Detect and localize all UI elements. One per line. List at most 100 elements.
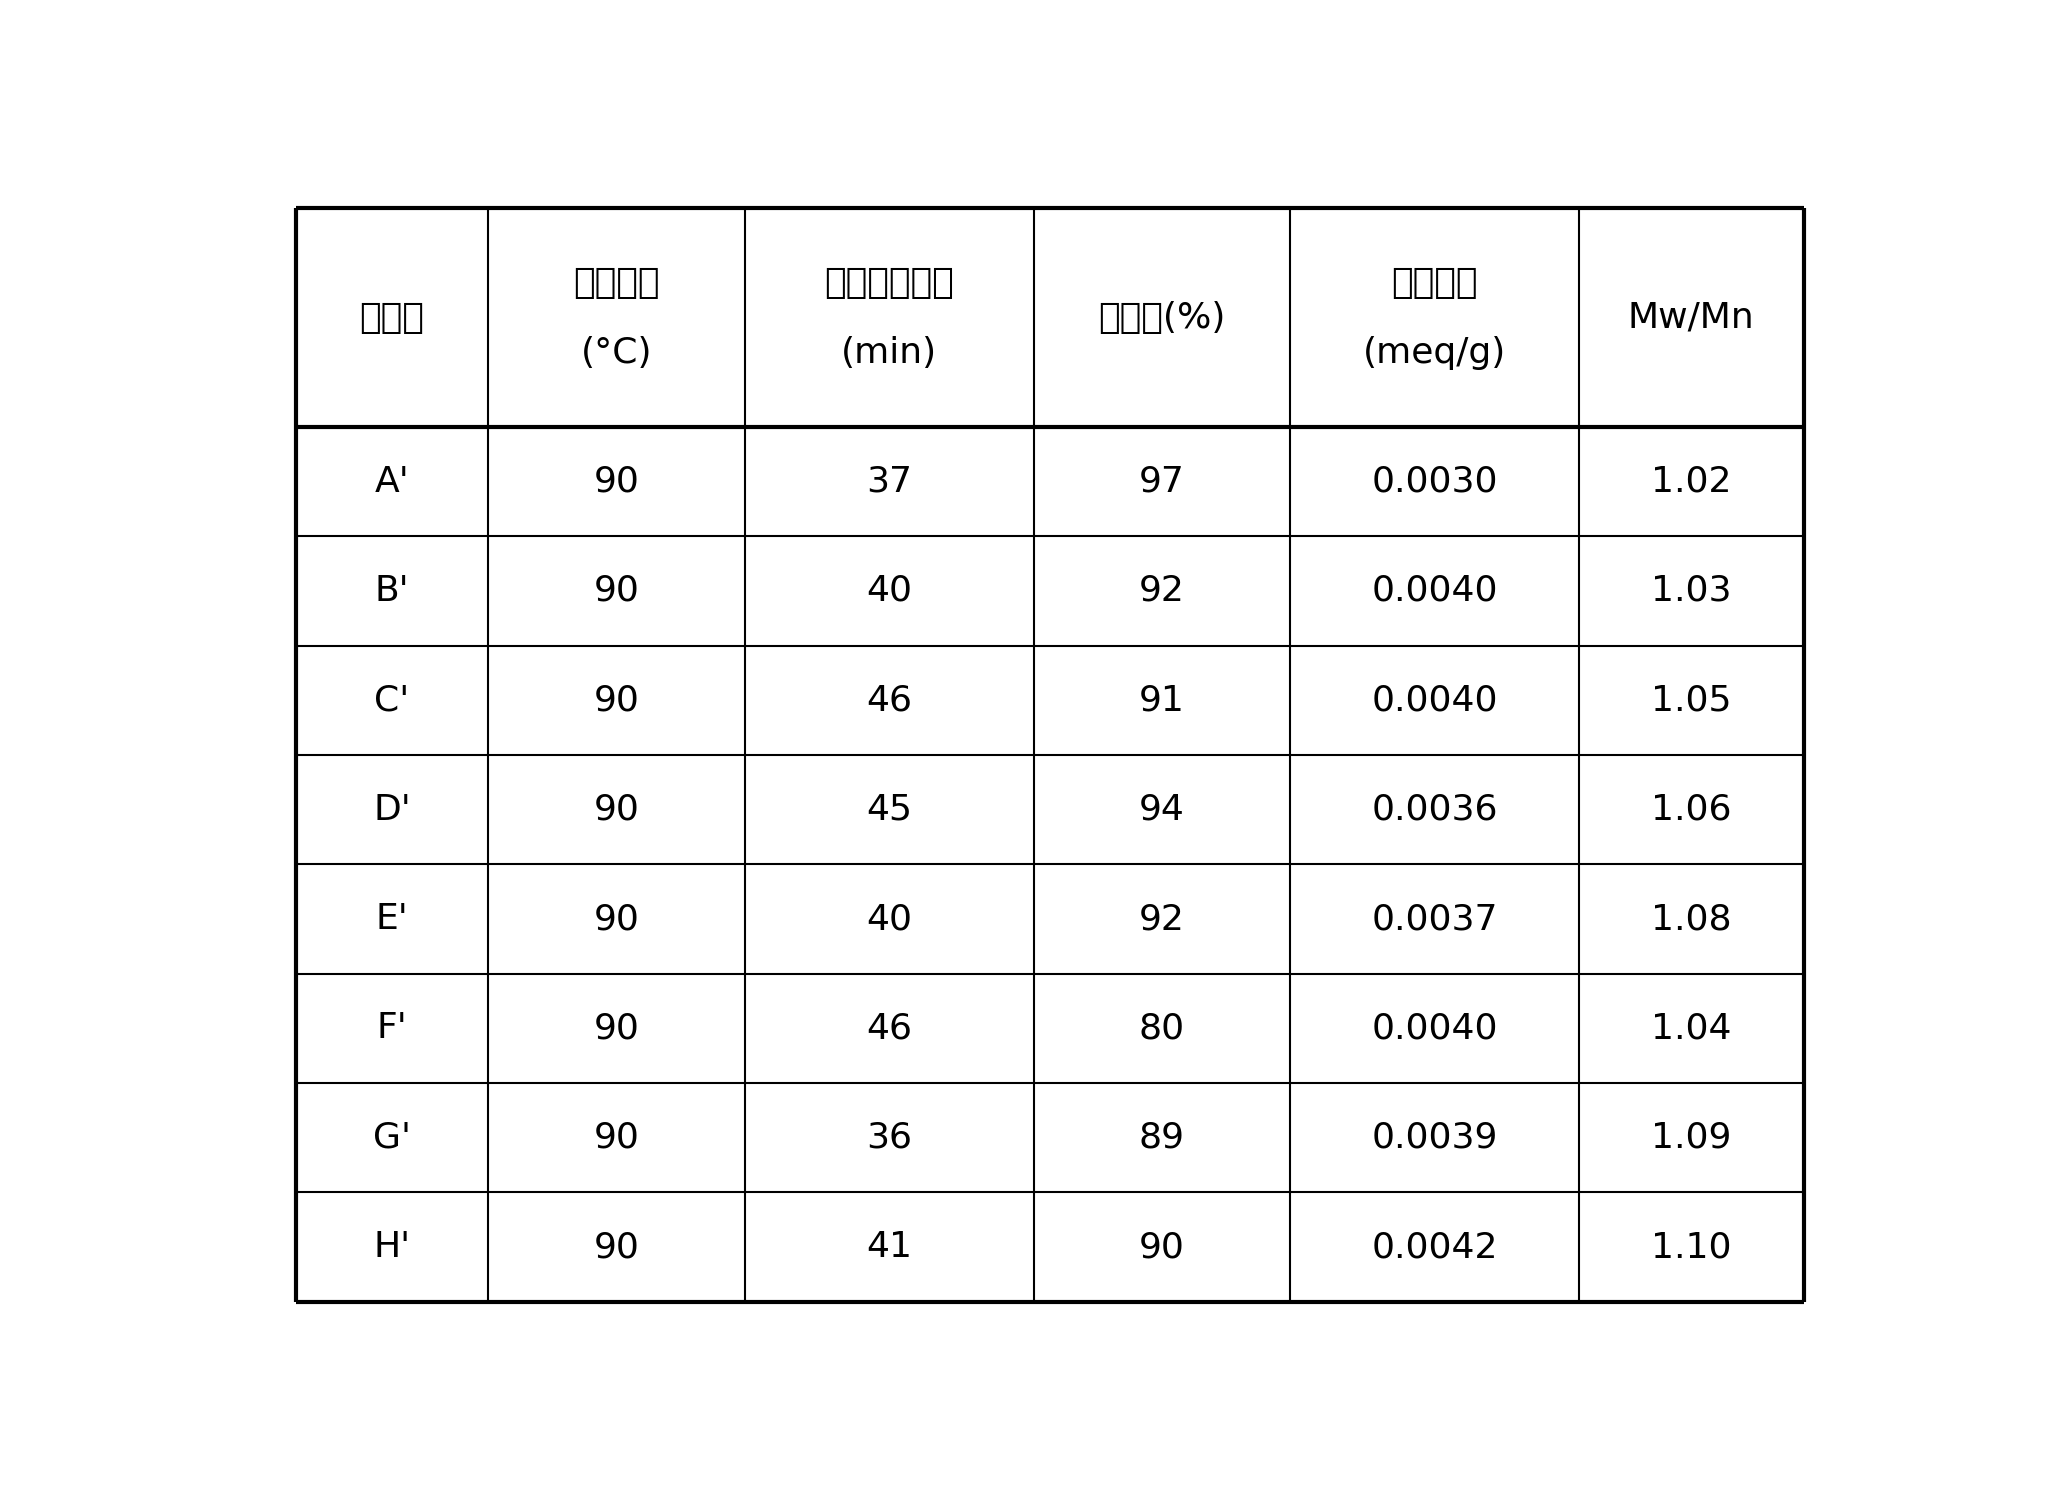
- Text: 90: 90: [594, 465, 639, 498]
- Text: 40: 40: [866, 574, 911, 608]
- Text: 0.0042: 0.0042: [1372, 1230, 1497, 1265]
- Text: A': A': [375, 465, 410, 498]
- Text: 46: 46: [866, 683, 911, 718]
- Text: 90: 90: [1139, 1230, 1186, 1265]
- Bar: [745, 973, 1034, 1082]
- Text: 1.10: 1.10: [1651, 1230, 1731, 1265]
- Text: (°C): (°C): [582, 335, 651, 369]
- Bar: [295, 755, 487, 864]
- Bar: [1034, 1193, 1290, 1302]
- Text: C': C': [375, 683, 410, 718]
- Text: 0.0040: 0.0040: [1372, 683, 1497, 718]
- Text: H': H': [373, 1230, 410, 1265]
- Text: 92: 92: [1139, 901, 1186, 936]
- Bar: [1579, 1082, 1804, 1193]
- Bar: [487, 646, 745, 755]
- Bar: [745, 755, 1034, 864]
- Text: 1.05: 1.05: [1651, 683, 1731, 718]
- Text: 1.08: 1.08: [1651, 901, 1731, 936]
- Bar: [1034, 755, 1290, 864]
- Text: 92: 92: [1139, 574, 1186, 608]
- Bar: [1290, 1082, 1579, 1193]
- Text: 97: 97: [1139, 465, 1186, 498]
- Bar: [295, 646, 487, 755]
- Text: G': G': [373, 1121, 412, 1154]
- Bar: [745, 1082, 1034, 1193]
- Text: 94: 94: [1139, 792, 1186, 827]
- Bar: [745, 864, 1034, 973]
- Text: 90: 90: [594, 901, 639, 936]
- Text: 催化剂: 催化剂: [360, 300, 424, 335]
- Text: 90: 90: [594, 1230, 639, 1265]
- Bar: [487, 537, 745, 646]
- Text: E': E': [375, 901, 408, 936]
- Text: (min): (min): [842, 335, 938, 369]
- Bar: [1034, 1082, 1290, 1193]
- Text: 0.0030: 0.0030: [1372, 465, 1497, 498]
- Bar: [1579, 428, 1804, 537]
- Text: 0.0039: 0.0039: [1372, 1121, 1497, 1154]
- Bar: [745, 208, 1034, 428]
- Text: 89: 89: [1139, 1121, 1186, 1154]
- Text: 转化率(%): 转化率(%): [1098, 300, 1225, 335]
- Bar: [295, 1082, 487, 1193]
- Bar: [1290, 208, 1579, 428]
- Text: 36: 36: [866, 1121, 911, 1154]
- Text: 90: 90: [594, 683, 639, 718]
- Bar: [487, 428, 745, 537]
- Bar: [745, 1193, 1034, 1302]
- Text: 40: 40: [866, 901, 911, 936]
- Bar: [487, 1193, 745, 1302]
- Text: 1.02: 1.02: [1651, 465, 1731, 498]
- Text: 1.06: 1.06: [1651, 792, 1731, 827]
- Bar: [1579, 864, 1804, 973]
- Text: B': B': [375, 574, 410, 608]
- Text: 反应诱导时间: 反应诱导时间: [823, 266, 954, 299]
- Bar: [1290, 1193, 1579, 1302]
- Bar: [1579, 208, 1804, 428]
- Bar: [745, 537, 1034, 646]
- Bar: [295, 208, 487, 428]
- Text: 46: 46: [866, 1012, 911, 1045]
- Bar: [1290, 537, 1579, 646]
- Bar: [1290, 973, 1579, 1082]
- Bar: [1034, 208, 1290, 428]
- Bar: [1579, 755, 1804, 864]
- Text: 不饱和度: 不饱和度: [1391, 266, 1479, 299]
- Bar: [1579, 973, 1804, 1082]
- Bar: [1290, 428, 1579, 537]
- Bar: [295, 428, 487, 537]
- Bar: [487, 755, 745, 864]
- Text: 80: 80: [1139, 1012, 1186, 1045]
- Bar: [295, 864, 487, 973]
- Bar: [487, 973, 745, 1082]
- Bar: [1034, 537, 1290, 646]
- Bar: [295, 973, 487, 1082]
- Bar: [487, 864, 745, 973]
- Text: 1.03: 1.03: [1651, 574, 1731, 608]
- Bar: [1290, 864, 1579, 973]
- Bar: [1579, 537, 1804, 646]
- Text: 90: 90: [594, 1121, 639, 1154]
- Bar: [745, 646, 1034, 755]
- Bar: [1290, 755, 1579, 864]
- Text: 0.0036: 0.0036: [1372, 792, 1497, 827]
- Bar: [1034, 973, 1290, 1082]
- Text: 0.0040: 0.0040: [1372, 574, 1497, 608]
- Text: 反应温度: 反应温度: [573, 266, 659, 299]
- Bar: [1034, 646, 1290, 755]
- Text: Mw/Mn: Mw/Mn: [1628, 300, 1755, 335]
- Bar: [487, 208, 745, 428]
- Text: 90: 90: [594, 1012, 639, 1045]
- Text: 41: 41: [866, 1230, 911, 1265]
- Text: 90: 90: [594, 792, 639, 827]
- Text: 1.04: 1.04: [1651, 1012, 1731, 1045]
- Bar: [487, 1082, 745, 1193]
- Bar: [745, 428, 1034, 537]
- Text: 45: 45: [866, 792, 911, 827]
- Text: D': D': [373, 792, 412, 827]
- Text: 91: 91: [1139, 683, 1186, 718]
- Text: 90: 90: [594, 574, 639, 608]
- Text: 37: 37: [866, 465, 911, 498]
- Text: 1.09: 1.09: [1651, 1121, 1731, 1154]
